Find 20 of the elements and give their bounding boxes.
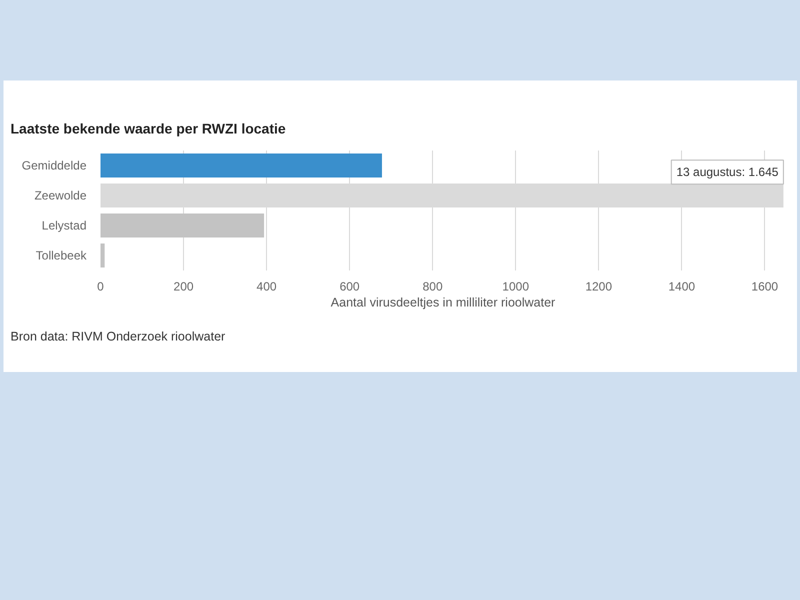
y-tick-label: Zeewolde	[34, 188, 87, 202]
annotation: 13 augustus: 1.645	[676, 165, 779, 180]
bar	[100, 154, 382, 178]
x-tick-label: 1200	[585, 280, 612, 294]
x-tick-label: 200	[174, 280, 194, 294]
x-axis-title: Aantal virusdeeltjes in milliliter rioolwater	[330, 296, 556, 310]
x-tick-label: 800	[422, 280, 443, 294]
x-tick-label: 400	[256, 280, 277, 294]
bar	[100, 244, 105, 268]
text: Bron data: RIVM Onderzoek rioolwater	[10, 330, 226, 344]
y-tick-label: Gemiddelde	[22, 158, 87, 172]
chart-title: Laatste bekende waarde per RWZI locatie	[10, 120, 286, 136]
y-tick-label: Lelystad	[42, 218, 87, 232]
x-tick-label: 1600	[751, 280, 778, 294]
y-tick-label: Tollebeek	[36, 248, 88, 262]
x-tick-label: 1000	[502, 280, 530, 294]
bar	[100, 214, 264, 238]
x-tick-label: 1400	[668, 280, 696, 294]
x-tick-label: 0	[97, 280, 104, 294]
x-tick-label: 600	[340, 280, 360, 294]
